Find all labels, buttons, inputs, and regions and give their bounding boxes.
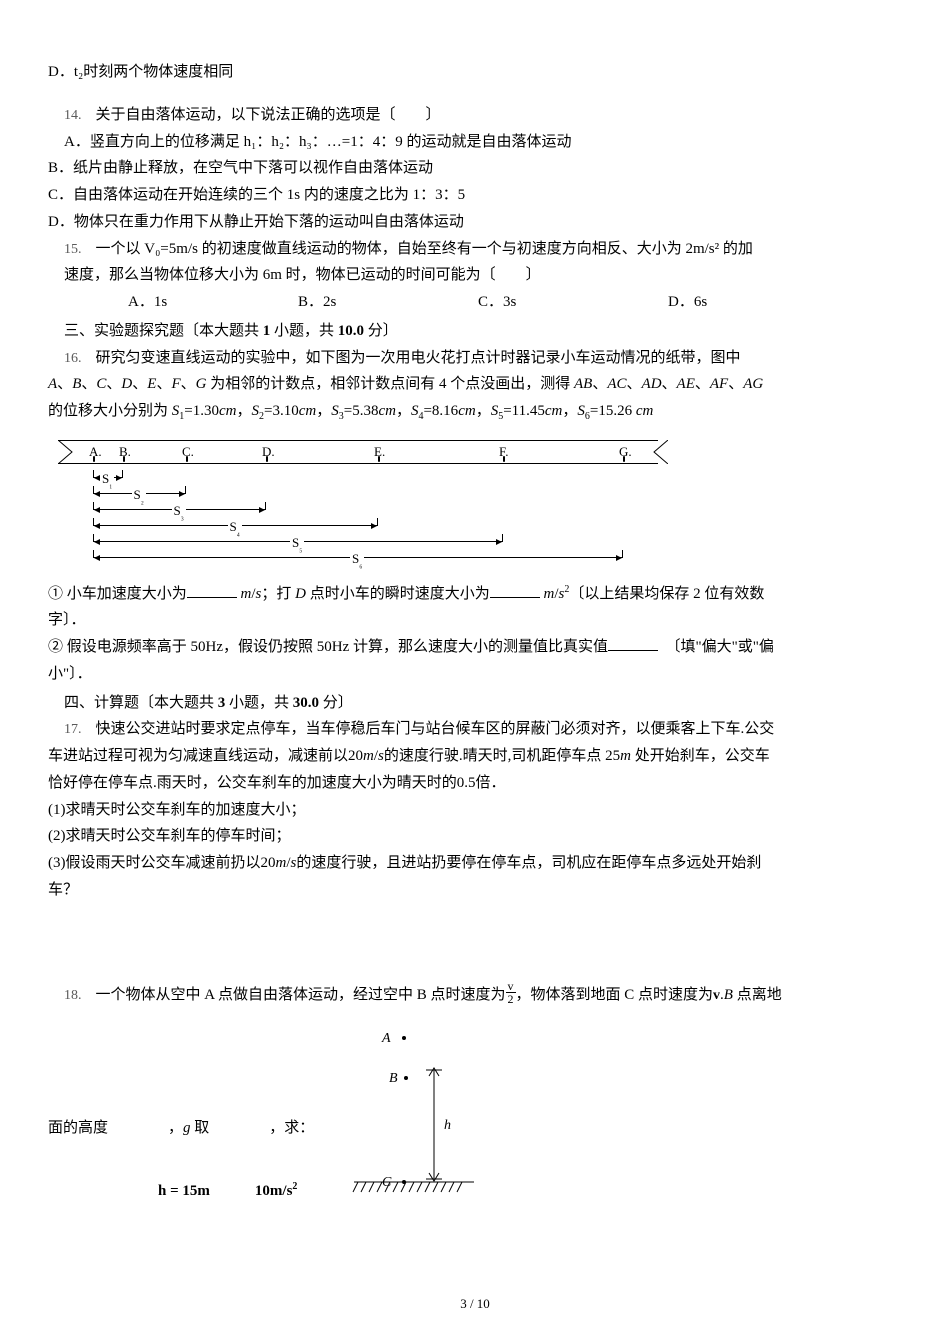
tape-diagram: A.B.C.D.E.F.G. S₁S₂S₃S₄S₅S₆: [48, 432, 658, 572]
q17-stem-1: 17.快速公交进站时要求定点停车，当车停稳后车门与站台候车区的屏蔽门必须对齐，以…: [48, 717, 902, 742]
page-number: 3 / 10: [0, 1293, 950, 1314]
q17-p3b: 车？: [48, 878, 902, 903]
blank-accel[interactable]: [187, 584, 237, 598]
q15-opt-c: C．3s: [478, 290, 668, 315]
q16-stem-1: 16.研究匀变速直线运动的实验中，如下图为一次用电火花打点计时器记录小车运动情况…: [48, 346, 902, 371]
q14-opt-d: D．物体只在重力作用下从静止开始下落的运动叫自由落体运动: [48, 210, 902, 235]
q18-num: 18.: [48, 984, 82, 1007]
q16-stem-2: A、B、C、D、E、F、G 为相邻的计数点，相邻计数点间有 4 个点没画出，测得…: [48, 372, 902, 397]
q16-stem-3: 的位移大小分别为 S1=1.30cm，S2=3.10cm，S3=5.38cm，S…: [48, 399, 902, 426]
blank-velocity[interactable]: [490, 584, 540, 598]
svg-text:A: A: [381, 1031, 391, 1046]
q18-diagram: A B h C: [334, 1024, 494, 1204]
q15-num: 15.: [48, 238, 82, 261]
q14-stem: 14.关于自由落体运动，以下说法正确的选项是〔 〕: [48, 103, 902, 128]
q15-opt-a: A．1s: [128, 290, 298, 315]
section4-header: 四、计算题〔本大题共 3 小题，共 30.0 分〕: [48, 691, 902, 716]
q16-sub2b: 小"〕．: [48, 662, 902, 687]
q14-opt-c: C．自由落体运动在开始连续的三个 1s 内的速度之比为 1：3：5: [48, 183, 902, 208]
q17-num: 17.: [48, 718, 82, 741]
q17-stem-3: 恰好停在停车点.雨天时，公交车刹车的加速度大小为晴天时的0.5倍．: [48, 771, 902, 796]
q14-opt-b: B．纸片由静止释放，在空气中下落可以视作自由落体运动: [48, 156, 902, 181]
q15-opt-d: D．6s: [668, 290, 707, 315]
q18-block: 18.一个物体从空中 A 点做自由落体运动，经过空中 B 点时速度为v2，物体落…: [48, 983, 902, 1204]
q18-stem-2: 面的高度 ，g 取 ，求：: [48, 1116, 314, 1141]
q16-num: 16.: [48, 347, 82, 370]
q17-p2: (2)求晴天时公交车刹车的停车时间；: [48, 824, 902, 849]
q16-sub1: ① 小车加速度大小为 m/s；打 D 点时小车的瞬时速度大小为 m/s2〔以上结…: [48, 582, 902, 607]
q18-stem-1: 18.一个物体从空中 A 点做自由落体运动，经过空中 B 点时速度为v2，物体落…: [48, 983, 902, 1008]
q17-stem-2: 车进站过程可视为匀减速直线运动，减速前以20m/s的速度行驶.晴天时,司机距停车…: [48, 744, 902, 769]
blank-compare[interactable]: [608, 637, 658, 651]
q14-opt-a: A．竖直方向上的位移满足 h₁：h₂：h₃：…=1：4：9 的运动就是自由落体运…: [48, 130, 902, 155]
q17-p3: (3)假设雨天时公交车减速前扔以20m/s的速度行驶，且进站扔要停在停车点，司机…: [48, 851, 902, 876]
q18-formula: h = 15m 10m/s2: [48, 1179, 314, 1204]
svg-text:h: h: [444, 1118, 451, 1133]
q15-opt-b: B．2s: [298, 290, 478, 315]
section3-header: 三、实验题探究题〔本大题共 1 小题，共 10.0 分〕: [48, 319, 902, 344]
q15-stem-2: 速度，那么当物体位移大小为 6m 时，物体已运动的时间可能为〔 〕: [48, 263, 902, 288]
q15-stem-1: 15.一个以 V₀=5m/s 的初速度做直线运动的物体，自始至终有一个与初速度方…: [48, 237, 902, 262]
svg-text:B: B: [389, 1071, 398, 1086]
prev-option-d: D．t₂时刻两个物体速度相同: [48, 60, 902, 85]
q16-sub2: ② 假设电源频率高于 50Hz，假设仍按照 50Hz 计算，那么速度大小的测量值…: [48, 635, 902, 660]
q14-num: 14.: [48, 104, 82, 127]
q17-p1: (1)求晴天时公交车刹车的加速度大小；: [48, 798, 902, 823]
q15-options: A．1s B．2s C．3s D．6s: [48, 290, 902, 315]
q16-sub1b: 字〕．: [48, 608, 902, 633]
